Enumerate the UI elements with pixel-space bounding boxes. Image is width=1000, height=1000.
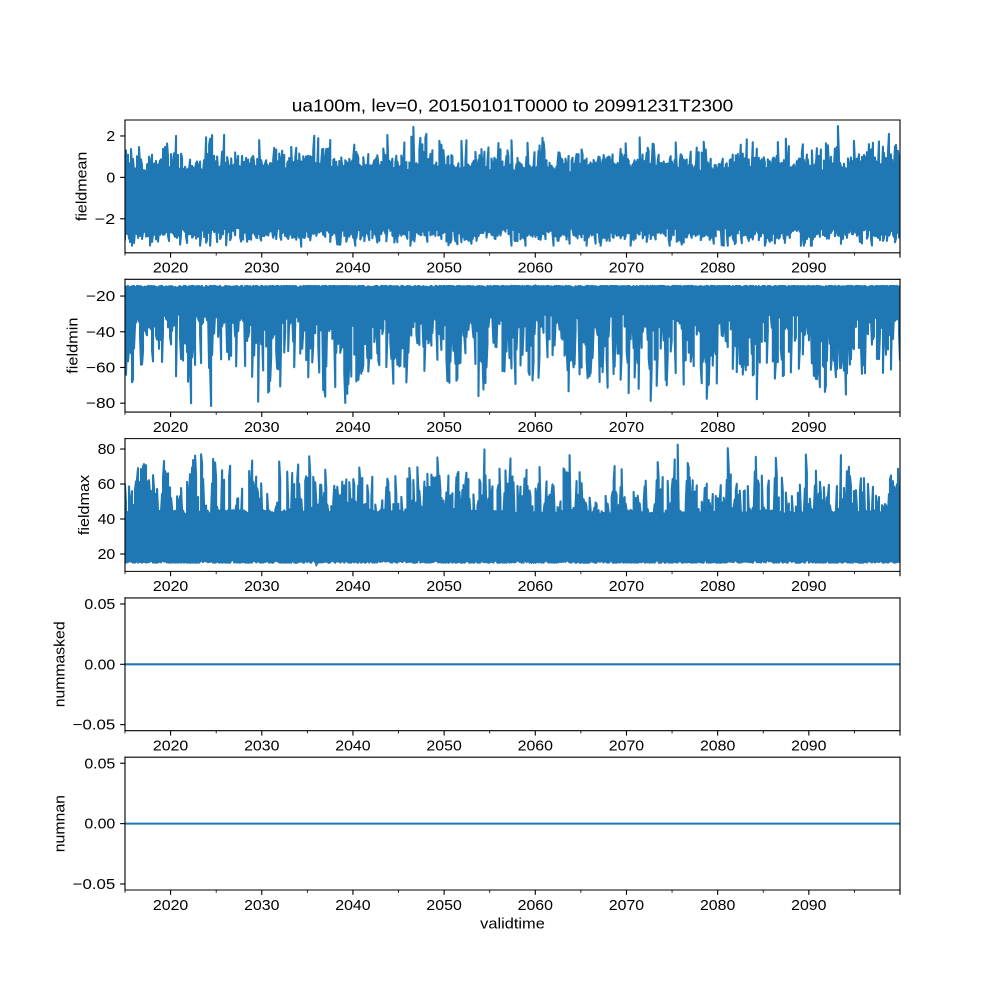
svg-text:2030: 2030 xyxy=(244,420,279,436)
svg-text:2090: 2090 xyxy=(791,738,826,754)
svg-text:fieldmin: fieldmin xyxy=(66,318,82,374)
svg-text:2080: 2080 xyxy=(700,898,735,914)
svg-text:2060: 2060 xyxy=(518,579,553,595)
svg-text:0.05: 0.05 xyxy=(84,756,115,772)
svg-text:−60: −60 xyxy=(86,361,115,377)
svg-text:2030: 2030 xyxy=(244,261,279,277)
svg-text:2050: 2050 xyxy=(426,261,461,277)
svg-text:2020: 2020 xyxy=(153,898,188,914)
svg-text:2090: 2090 xyxy=(791,420,826,436)
svg-text:−0.05: −0.05 xyxy=(73,877,116,893)
svg-text:numnan: numnan xyxy=(52,795,68,852)
svg-text:2020: 2020 xyxy=(153,420,188,436)
svg-text:ua100m, lev=0, 20150101T0000 t: ua100m, lev=0, 20150101T0000 to 20991231… xyxy=(292,96,734,116)
svg-text:2070: 2070 xyxy=(609,898,644,914)
svg-text:−40: −40 xyxy=(86,325,115,341)
svg-text:2040: 2040 xyxy=(335,738,370,754)
svg-text:2050: 2050 xyxy=(426,420,461,436)
svg-text:2040: 2040 xyxy=(335,420,370,436)
svg-text:fieldmean: fieldmean xyxy=(74,152,90,221)
svg-text:2080: 2080 xyxy=(700,579,735,595)
svg-text:2080: 2080 xyxy=(700,738,735,754)
svg-text:2040: 2040 xyxy=(335,898,370,914)
svg-text:validtime: validtime xyxy=(480,916,545,932)
svg-text:2040: 2040 xyxy=(335,261,370,277)
svg-text:40: 40 xyxy=(98,512,116,528)
svg-text:80: 80 xyxy=(98,442,116,458)
svg-text:2020: 2020 xyxy=(153,738,188,754)
svg-text:0.00: 0.00 xyxy=(84,657,115,673)
svg-text:−80: −80 xyxy=(86,396,115,412)
svg-text:2070: 2070 xyxy=(609,261,644,277)
svg-text:2030: 2030 xyxy=(244,579,279,595)
svg-text:2090: 2090 xyxy=(791,261,826,277)
svg-text:2080: 2080 xyxy=(700,261,735,277)
svg-text:nummasked: nummasked xyxy=(52,621,68,707)
svg-text:2080: 2080 xyxy=(700,420,735,436)
svg-text:2040: 2040 xyxy=(335,579,370,595)
svg-text:2020: 2020 xyxy=(153,261,188,277)
svg-text:2060: 2060 xyxy=(518,420,553,436)
svg-text:fieldmax: fieldmax xyxy=(77,474,93,535)
svg-text:0: 0 xyxy=(106,170,115,186)
svg-text:2030: 2030 xyxy=(244,898,279,914)
svg-text:60: 60 xyxy=(98,477,116,493)
svg-text:2060: 2060 xyxy=(518,898,553,914)
svg-text:0.05: 0.05 xyxy=(84,597,115,613)
svg-text:2060: 2060 xyxy=(518,738,553,754)
svg-text:2060: 2060 xyxy=(518,261,553,277)
svg-text:2050: 2050 xyxy=(426,579,461,595)
svg-text:−0.05: −0.05 xyxy=(73,718,116,734)
svg-text:2070: 2070 xyxy=(609,420,644,436)
svg-text:2: 2 xyxy=(106,129,115,145)
svg-text:2050: 2050 xyxy=(426,738,461,754)
svg-text:2050: 2050 xyxy=(426,898,461,914)
svg-text:2030: 2030 xyxy=(244,738,279,754)
svg-text:2090: 2090 xyxy=(791,898,826,914)
svg-text:0.00: 0.00 xyxy=(84,817,115,833)
svg-text:2090: 2090 xyxy=(791,579,826,595)
svg-text:2020: 2020 xyxy=(153,579,188,595)
svg-text:2070: 2070 xyxy=(609,738,644,754)
svg-text:20: 20 xyxy=(98,547,116,563)
svg-text:−2: −2 xyxy=(95,212,115,228)
svg-text:2070: 2070 xyxy=(609,579,644,595)
svg-text:−20: −20 xyxy=(86,289,115,305)
